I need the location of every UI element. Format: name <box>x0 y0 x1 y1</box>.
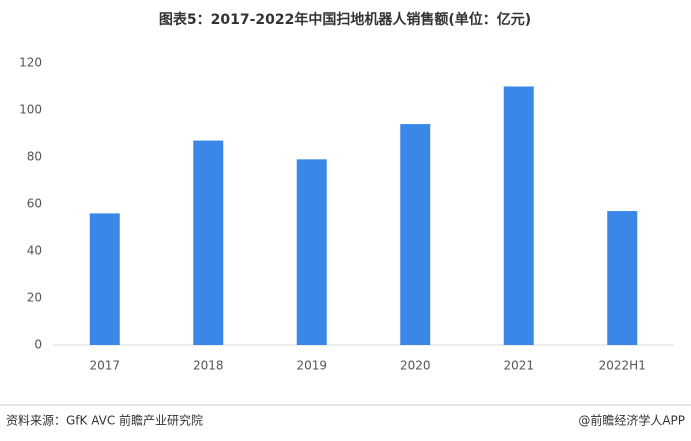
source: 资料来源：GfK AVC 前瞻产业研究院 <box>6 413 203 428</box>
bar <box>607 211 638 345</box>
x-tick-label: 2019 <box>296 359 327 373</box>
x-tick-label: 2021 <box>503 359 534 373</box>
bar <box>503 86 534 345</box>
y-tick-label: 20 <box>27 291 42 305</box>
y-tick-label: 100 <box>19 103 42 117</box>
y-tick-label: 60 <box>27 197 42 211</box>
bar <box>193 140 224 345</box>
y-tick-label: 40 <box>27 244 42 258</box>
chart-title: 图表5：2017-2022年中国扫地机器人销售额(单位：亿元) <box>159 11 531 28</box>
x-tick-label: 2017 <box>89 359 120 373</box>
bar <box>400 124 431 345</box>
x-tick-label: 2018 <box>193 359 224 373</box>
x-tick-label: 2020 <box>400 359 431 373</box>
bar <box>89 213 120 345</box>
y-tick-label: 0 <box>34 338 42 352</box>
credit: @前瞻经济学人APP <box>578 413 685 428</box>
y-tick-label: 80 <box>27 150 42 164</box>
y-tick-label: 120 <box>19 56 42 70</box>
x-tick-label: 2022H1 <box>599 359 646 373</box>
bar <box>296 159 327 345</box>
